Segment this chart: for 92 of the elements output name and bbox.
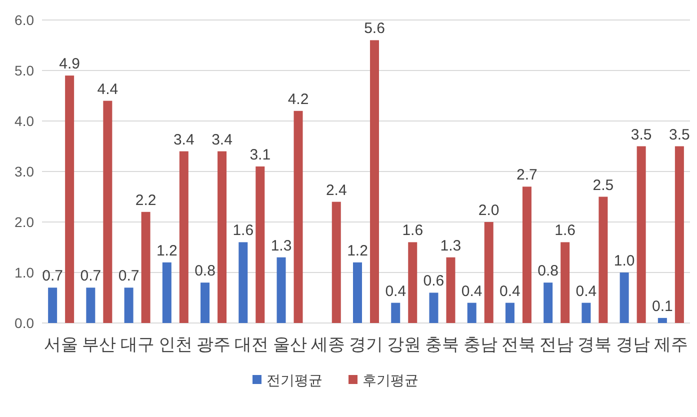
data-label: 2.7 bbox=[516, 166, 538, 184]
data-label: 4.4 bbox=[97, 80, 118, 98]
data-label: 1.6 bbox=[402, 222, 424, 240]
bar bbox=[256, 166, 265, 323]
x-tick-label: 충남 bbox=[463, 335, 498, 354]
bar bbox=[294, 110, 303, 323]
bar bbox=[200, 282, 210, 323]
bar bbox=[582, 302, 591, 323]
bar bbox=[276, 257, 286, 323]
x-tick-label: 대구 bbox=[120, 335, 154, 354]
data-label: 0.7 bbox=[118, 268, 140, 285]
data-label: 1.3 bbox=[440, 237, 462, 254]
bar bbox=[391, 302, 400, 323]
x-tick-label: 세종 bbox=[310, 335, 345, 354]
x-tick-label: 제주 bbox=[654, 335, 688, 354]
data-label: 2.4 bbox=[326, 182, 347, 199]
bar bbox=[353, 262, 362, 323]
x-tick-label: 경기 bbox=[349, 335, 383, 354]
y-tick-label: 1.0 bbox=[14, 264, 34, 280]
data-label: 0.4 bbox=[576, 282, 597, 300]
x-tick-label: 부산 bbox=[82, 335, 116, 354]
bar bbox=[544, 282, 553, 323]
data-label: 0.8 bbox=[538, 262, 559, 280]
data-label: 1.0 bbox=[614, 252, 635, 270]
bar bbox=[467, 302, 476, 323]
legend-label: 후기평균 bbox=[362, 372, 418, 388]
data-label: 1.2 bbox=[347, 242, 368, 260]
data-label: 3.4 bbox=[173, 131, 194, 148]
bar bbox=[162, 262, 172, 323]
bar bbox=[560, 242, 570, 323]
x-tick-label: 전남 bbox=[540, 335, 574, 354]
bar bbox=[141, 212, 150, 323]
bar bbox=[86, 288, 96, 323]
x-tick-label: 대전 bbox=[234, 335, 269, 354]
y-tick-label: 0.0 bbox=[14, 315, 34, 331]
bar bbox=[408, 242, 418, 323]
x-tick-label: 경북 bbox=[578, 335, 612, 354]
x-tick-label: 경남 bbox=[616, 335, 650, 354]
x-tick-label: 광주 bbox=[196, 335, 231, 354]
data-label: 1.6 bbox=[554, 222, 576, 240]
data-label: 0.1 bbox=[652, 298, 673, 315]
data-label: 2.5 bbox=[592, 176, 614, 194]
data-label: 4.9 bbox=[59, 56, 80, 73]
bar bbox=[636, 146, 646, 323]
data-label: 1.2 bbox=[156, 242, 178, 260]
bar bbox=[238, 242, 248, 323]
bar bbox=[332, 202, 341, 323]
bar bbox=[620, 272, 629, 323]
y-tick-label: 6.0 bbox=[14, 12, 34, 28]
x-tick-label: 서울 bbox=[44, 335, 78, 354]
legend-label: 전기평균 bbox=[266, 372, 322, 388]
x-tick-label: 인천 bbox=[158, 335, 192, 354]
bar bbox=[429, 292, 438, 323]
data-label: 1.3 bbox=[270, 237, 292, 254]
bar bbox=[65, 76, 74, 323]
bar bbox=[370, 40, 379, 323]
data-label: 3.1 bbox=[250, 146, 271, 164]
data-label: 0.4 bbox=[385, 282, 406, 300]
bar bbox=[446, 257, 456, 323]
data-label: 0.6 bbox=[423, 272, 444, 290]
y-tick-label: 5.0 bbox=[14, 62, 34, 78]
data-label: 2.2 bbox=[135, 192, 156, 209]
data-label: 5.6 bbox=[364, 20, 385, 38]
bar bbox=[484, 222, 494, 323]
data-label: 0.7 bbox=[42, 268, 63, 285]
bar bbox=[218, 151, 227, 323]
data-label: 0.4 bbox=[461, 282, 482, 300]
bar bbox=[598, 196, 608, 323]
bar bbox=[658, 318, 667, 323]
x-tick-label: 강원 bbox=[387, 335, 422, 354]
x-tick-label: 울산 bbox=[272, 335, 307, 354]
data-label: 2.0 bbox=[478, 202, 500, 219]
bar bbox=[103, 100, 112, 323]
y-tick-label: 2.0 bbox=[14, 214, 34, 230]
data-label: 0.8 bbox=[194, 262, 216, 280]
y-tick-label: 3.0 bbox=[14, 164, 34, 180]
x-tick-label: 충북 bbox=[425, 335, 460, 354]
data-label: 3.4 bbox=[212, 131, 232, 148]
bar bbox=[522, 186, 532, 323]
y-tick-label: 4.0 bbox=[14, 113, 34, 129]
bar bbox=[505, 302, 514, 323]
data-label: 0.4 bbox=[500, 282, 520, 300]
bar bbox=[179, 151, 188, 323]
data-label: 0.7 bbox=[80, 268, 102, 285]
bar bbox=[48, 288, 58, 323]
data-label: 3.5 bbox=[630, 126, 652, 144]
bar bbox=[124, 288, 134, 323]
x-tick-label: 전북 bbox=[501, 335, 536, 354]
data-label: 1.6 bbox=[232, 222, 254, 240]
data-label: 4.2 bbox=[288, 90, 309, 108]
bar bbox=[674, 146, 684, 323]
data-label: 3.5 bbox=[669, 126, 690, 144]
